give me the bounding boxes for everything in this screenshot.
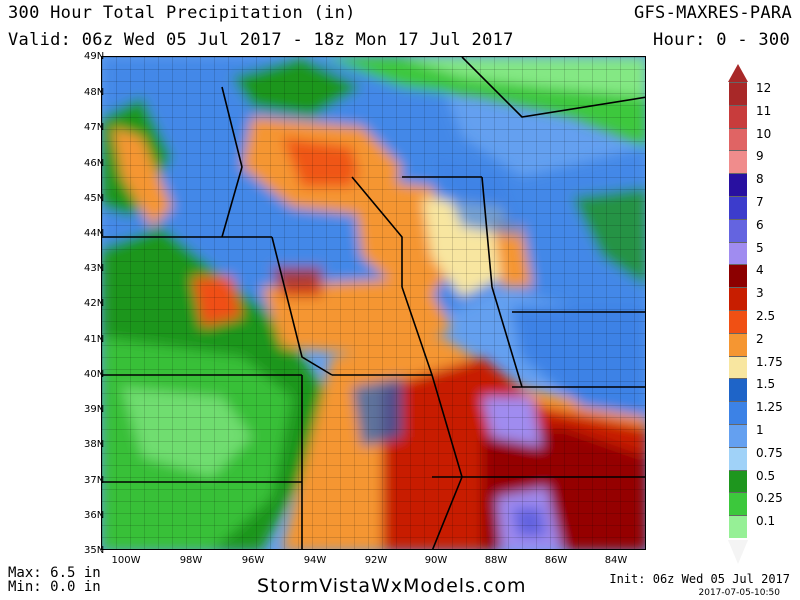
colorbar-level-label: 8	[756, 172, 764, 187]
colorbar-level-label: 0.75	[756, 445, 783, 460]
colorbar-level-label: 11	[756, 103, 772, 118]
colorbar	[729, 82, 747, 538]
colorbar-level-label: 10	[756, 126, 772, 141]
colorbar-level-label: 5	[756, 240, 764, 255]
colorbar-swatch	[729, 241, 747, 265]
colorbar-swatch	[729, 127, 747, 151]
forecast-hours: Hour: 0 - 300	[653, 30, 790, 50]
colorbar-level-label: 1.75	[756, 354, 783, 369]
precipitation-map	[101, 56, 646, 550]
colorbar-swatch	[729, 446, 747, 470]
lon-label: 94W	[303, 555, 327, 566]
model-name: GFS-MAXRES-PARA	[633, 3, 792, 23]
colorbar-swatch	[729, 196, 747, 219]
lat-label: 37N	[84, 475, 105, 486]
lat-label: 41N	[84, 334, 105, 345]
max-value: Max: 6.5 in	[8, 565, 101, 581]
colorbar-swatch	[729, 401, 747, 424]
colorbar-level-label: 9	[756, 149, 764, 164]
lat-label: 40N	[84, 369, 105, 380]
colorbar-level-label: 1.5	[756, 377, 776, 392]
lat-label: 39N	[84, 404, 105, 415]
lon-label: 90W	[424, 555, 448, 566]
lon-label: 84W	[604, 555, 628, 566]
colorbar-bottom-arrow	[728, 540, 748, 564]
colorbar-swatch	[729, 218, 747, 242]
lat-label: 42N	[84, 298, 105, 309]
colorbar-level-label: 1.25	[756, 400, 783, 415]
colorbar-level-label: 6	[756, 217, 764, 232]
colorbar-level-label: 0.5	[756, 468, 776, 483]
min-value: Min: 0.0 in	[8, 579, 101, 595]
colorbar-level-label: 0.25	[756, 491, 783, 506]
lat-label: 48N	[84, 87, 105, 98]
lat-label: 44N	[84, 228, 105, 239]
colorbar-swatch	[729, 492, 747, 516]
lon-label: 98W	[179, 555, 203, 566]
colorbar-level-label: 1	[756, 423, 764, 437]
colorbar-swatch	[729, 82, 747, 105]
lat-label: 36N	[84, 510, 105, 521]
colorbar-swatch	[729, 515, 747, 538]
colorbar-swatch	[729, 355, 747, 379]
init-time: Init: 06z Wed 05 Jul 2017	[609, 572, 790, 586]
lon-label: 92W	[364, 555, 388, 566]
lon-label: 86W	[544, 555, 568, 566]
colorbar-swatch	[729, 104, 747, 128]
colorbar-level-label: 12	[756, 81, 772, 95]
lat-label: 46N	[84, 158, 105, 169]
colorbar-swatch	[729, 264, 747, 288]
colorbar-swatch	[729, 310, 747, 333]
colorbar-swatch	[729, 150, 747, 174]
colorbar-swatch	[729, 173, 747, 196]
lon-label: 100W	[111, 555, 141, 566]
colorbar-swatch	[729, 378, 747, 402]
colorbar-swatch	[729, 287, 747, 310]
lat-label: 43N	[84, 263, 105, 274]
colorbar-swatch	[729, 469, 747, 493]
colorbar-swatch	[729, 332, 747, 356]
colorbar-top-arrow	[728, 64, 748, 82]
colorbar-level-label: 0.1	[756, 514, 776, 529]
lat-label: 35N	[84, 545, 105, 556]
valid-period: Valid: 06z Wed 05 Jul 2017 - 18z Mon 17 …	[8, 30, 514, 50]
max-min-readout: Max: 6.5 in Min: 0.0 in	[8, 566, 101, 594]
colorbar-level-label: 3	[756, 286, 764, 301]
colorbar-level-label: 7	[756, 195, 764, 209]
generated-timestamp: 2017-07-05-10:50	[698, 588, 781, 598]
lon-label: 88W	[484, 555, 508, 566]
colorbar-level-label: 4	[756, 263, 764, 278]
lat-label: 49N	[84, 51, 105, 62]
colorbar-level-label: 2	[756, 331, 764, 346]
lat-label: 45N	[84, 193, 105, 204]
colorbar-level-label: 2.5	[756, 309, 776, 323]
lon-label: 96W	[241, 555, 265, 566]
colorbar-swatch	[729, 424, 747, 447]
lat-label: 38N	[84, 439, 105, 450]
site-watermark: StormVistaWxModels.com	[257, 575, 527, 597]
map-title: 300 Hour Total Precipitation (in)	[8, 3, 356, 23]
lat-label: 47N	[84, 122, 105, 133]
